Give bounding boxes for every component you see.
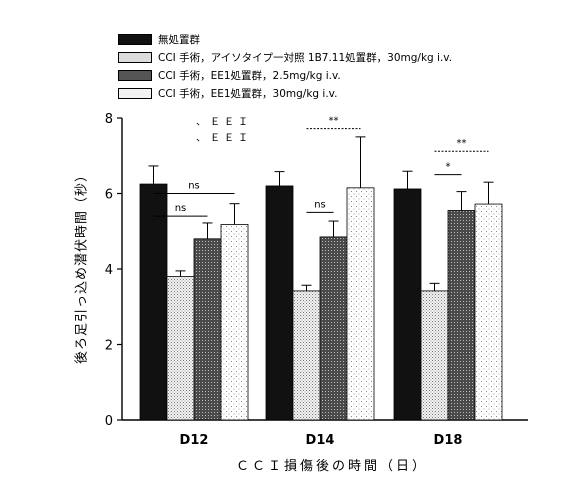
significance-label: ns <box>175 203 187 214</box>
x-tick-label: D12 <box>180 433 209 448</box>
bar <box>320 237 347 420</box>
y-tick-label: 6 <box>105 188 113 203</box>
y-tick-label: 4 <box>105 263 113 278</box>
bar <box>448 210 475 420</box>
y-tick-label: 2 <box>105 339 113 354</box>
bar <box>140 184 167 420</box>
bar <box>167 277 194 420</box>
significance-label: ** <box>329 116 339 127</box>
significance-label: * <box>446 162 451 173</box>
bar <box>221 224 248 420</box>
bar <box>475 204 502 420</box>
bar <box>394 189 421 420</box>
bar <box>421 291 448 420</box>
x-tick-label: D14 <box>306 433 335 448</box>
bar <box>194 239 221 420</box>
y-tick-label: 8 <box>105 112 113 127</box>
x-tick-label: D18 <box>434 433 463 448</box>
significance-label: ns <box>188 181 200 192</box>
bar <box>347 188 374 420</box>
significance-label: ** <box>457 138 467 149</box>
bar <box>293 291 320 420</box>
significance-label: ns <box>314 199 326 210</box>
bar <box>266 186 293 420</box>
y-tick-label: 0 <box>105 414 113 429</box>
